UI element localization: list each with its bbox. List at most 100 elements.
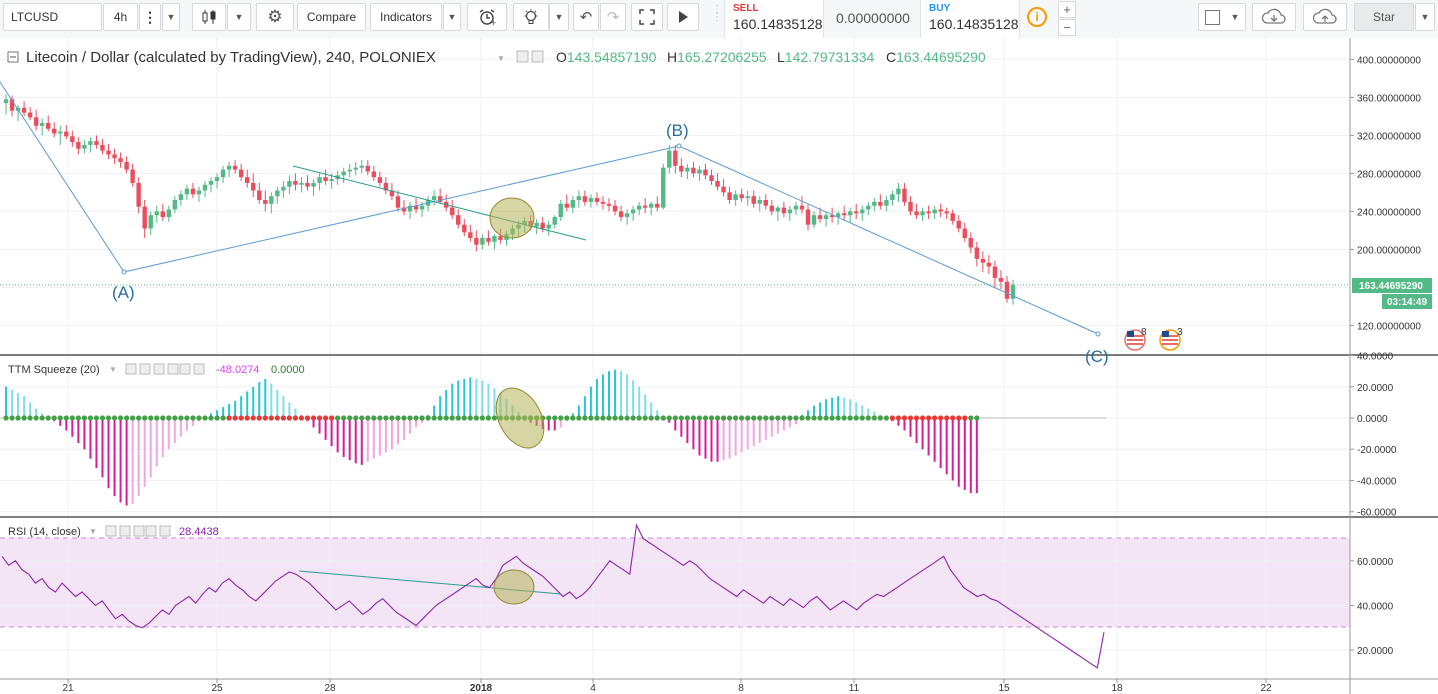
gear-icon[interactable]	[531, 50, 544, 63]
interval-dropdown-button[interactable]: ▼	[162, 3, 180, 31]
candle-body	[419, 205, 425, 210]
squeeze-dot	[576, 415, 582, 421]
settings-button[interactable]: ⚙	[256, 3, 294, 31]
candle-body	[793, 205, 799, 210]
template-button[interactable]	[513, 3, 549, 31]
us-event-badge-2[interactable]: 3	[1159, 327, 1183, 351]
highlight-ellipse-ttm[interactable]	[486, 380, 553, 456]
indicators-dropdown-button[interactable]: ▼	[443, 3, 461, 31]
candle-body	[866, 205, 871, 210]
source-icon[interactable]	[153, 363, 165, 375]
wave-line[interactable]	[0, 81, 1099, 335]
chevron-down-icon: ▼	[166, 12, 176, 22]
squeeze-dot	[329, 415, 335, 421]
source-icon[interactable]	[133, 525, 145, 537]
chart-type-button[interactable]	[192, 3, 226, 31]
candle-body	[968, 238, 973, 248]
sell-button[interactable]: SELL 160.14835128	[724, 0, 824, 38]
eye-icon[interactable]	[516, 50, 529, 63]
squeeze-dot	[781, 415, 787, 421]
indicators-button[interactable]: Indicators	[370, 3, 442, 31]
quantity-decrease-button[interactable]: −	[1058, 19, 1076, 36]
close-icon[interactable]	[193, 363, 205, 375]
save-chart-button[interactable]	[1303, 3, 1347, 31]
more-intervals-button[interactable]: ⋮	[139, 3, 161, 31]
candle-body	[920, 211, 925, 216]
squeeze-dot	[81, 415, 87, 421]
load-chart-button[interactable]	[1252, 3, 1296, 31]
gear-icon[interactable]	[139, 363, 151, 375]
candle-body	[450, 207, 455, 216]
redo-button[interactable]: ↷	[600, 3, 626, 31]
compare-button[interactable]: Compare	[297, 3, 366, 31]
candle-body	[232, 165, 238, 170]
squeeze-dot	[479, 415, 485, 421]
us-event-badge[interactable]: 8	[1124, 327, 1147, 351]
squeeze-dot	[799, 415, 805, 421]
fullscreen-button[interactable]	[631, 3, 663, 31]
star-dropdown-button[interactable]: ▼	[1415, 3, 1435, 31]
rsi-axis[interactable]: 60.0000 40.0000 20.0000	[1350, 557, 1394, 657]
squeeze-dot	[552, 415, 558, 421]
squeeze-dot	[184, 415, 190, 421]
add-icon[interactable]	[145, 525, 157, 537]
last-price-tag-text: 163.44695290	[1359, 281, 1423, 292]
eye-icon[interactable]	[105, 525, 117, 537]
squeeze-dot	[708, 415, 715, 421]
candle-body	[275, 190, 280, 197]
rsi-dropdown-icon[interactable]: ▼	[89, 527, 97, 536]
wave-point-handle[interactable]	[676, 143, 682, 149]
highlight-ellipse-rsi[interactable]	[493, 569, 535, 605]
squeeze-dot	[316, 415, 323, 421]
price-axis[interactable]: 400.00000000 360.00000000 320.00000000 280.…	[1350, 55, 1421, 332]
eye-icon[interactable]	[125, 363, 137, 375]
elliott-wave-lines[interactable]	[0, 81, 1101, 337]
template-dropdown-button[interactable]: ▼	[549, 3, 569, 31]
candle-body	[703, 169, 708, 176]
alert-button[interactable]: +	[467, 3, 507, 31]
squeeze-dot	[335, 415, 341, 421]
star-button[interactable]: Star	[1354, 3, 1414, 31]
ttm-dropdown-icon[interactable]: ▼	[109, 365, 117, 374]
replay-button[interactable]	[667, 3, 699, 31]
close-icon[interactable]	[159, 525, 171, 537]
chart-type-dropdown-button[interactable]: ▼	[227, 3, 251, 31]
ttm-axis[interactable]: 40.0000 20.0000 0.0000 -20.0000 -40.0000 -60.…	[1350, 352, 1397, 519]
candle-body	[655, 203, 660, 208]
rsi-legend: RSI (14, close) ▼ 28.4438	[8, 525, 219, 538]
candle-body	[854, 211, 859, 214]
undo-button[interactable]: ↶	[573, 3, 599, 31]
candle-body	[926, 211, 931, 214]
candle-body	[353, 167, 358, 170]
gear-icon: ⚙	[267, 7, 283, 26]
series-dropdown-icon[interactable]: ▼	[497, 54, 505, 63]
drag-handle-icon[interactable]: ⋮ ⋮	[712, 4, 722, 23]
squeeze-dot	[485, 415, 491, 421]
time-axis[interactable]: 21 25 28 2018 4 8 11 15 18 22	[62, 679, 1272, 694]
buy-button[interactable]: BUY 160.14835128	[920, 0, 1020, 38]
indicators-label: Indicators	[379, 10, 433, 24]
wave-point-handle[interactable]	[121, 269, 127, 275]
interval-button[interactable]: 4h	[103, 3, 138, 31]
highlight-ellipse-price[interactable]	[489, 197, 535, 239]
squeeze-dot	[684, 415, 690, 421]
add-icon[interactable]	[179, 363, 191, 375]
squeeze-dot	[262, 415, 268, 421]
squeeze-dot	[606, 415, 612, 421]
info-icon[interactable]: i	[1027, 7, 1047, 27]
more-icon[interactable]	[167, 363, 179, 375]
low-label: L	[777, 49, 785, 65]
symbol-search-input[interactable]: LTCUSD	[3, 3, 102, 31]
quantity-increase-button[interactable]: +	[1058, 1, 1076, 18]
chart-area[interactable]: (A) (B) (C) 8 3 Litecoin / Dollar (calcu…	[0, 38, 1438, 694]
price-trendline[interactable]	[292, 165, 587, 241]
rsi-value: 28.4438	[179, 526, 219, 538]
layout-button[interactable]: ▼	[1198, 3, 1246, 31]
svg-text:C163.44695290: C163.44695290	[886, 49, 986, 65]
squeeze-dot	[377, 415, 383, 421]
lightbulb-icon	[524, 9, 538, 24]
wave-point-handle[interactable]	[1095, 331, 1101, 337]
squeeze-dot	[901, 415, 908, 421]
gear-icon[interactable]	[119, 525, 131, 537]
squeeze-dot	[564, 415, 570, 421]
